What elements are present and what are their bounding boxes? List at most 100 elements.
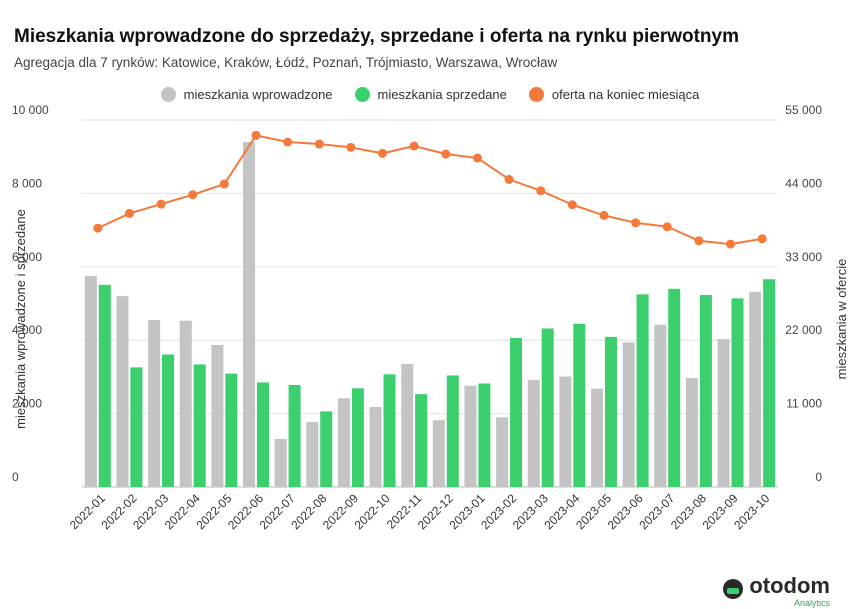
point-offer — [757, 234, 767, 244]
legend-label-introduced: mieszkania wprowadzone — [183, 87, 333, 102]
point-offer — [93, 223, 103, 233]
y-axis-label-left: mieszkania wprowadzone i sprzedane — [13, 209, 28, 429]
bar-sold — [699, 295, 712, 487]
bar-introduced — [749, 291, 762, 487]
bar-sold — [383, 374, 396, 487]
bar-introduced — [211, 344, 224, 487]
bar-sold — [320, 411, 333, 487]
legend-item-introduced: mieszkania wprowadzone — [160, 87, 333, 102]
bar-introduced — [148, 320, 161, 487]
y-tick-label-right: 44 000 — [785, 176, 822, 190]
bar-sold — [573, 323, 586, 487]
legend-marker-introduced — [160, 87, 176, 102]
y-axis-label-right: mieszkania w ofercie — [834, 259, 849, 380]
point-offer — [536, 186, 546, 196]
bar-introduced — [559, 376, 572, 487]
bar-sold — [130, 367, 143, 487]
bar-introduced — [654, 324, 667, 487]
bar-introduced — [432, 420, 445, 487]
y-tick-label-left: 8 000 — [12, 176, 42, 190]
point-offer — [567, 200, 577, 210]
y-tick-label-left: 0 — [12, 470, 19, 484]
brand-sub: Analytics — [793, 598, 830, 608]
bar-introduced — [116, 296, 129, 487]
y-tick-label-left: 2 000 — [12, 397, 42, 411]
y-tick-label-right: 11 000 — [786, 397, 822, 411]
bar-introduced — [685, 378, 698, 487]
point-offer — [599, 210, 609, 220]
bar-introduced — [717, 339, 730, 487]
legend: mieszkania wprowadzone mieszkania sprzed… — [0, 87, 860, 102]
line-offer — [97, 134, 763, 246]
y-tick-label-left: 4 000 — [12, 323, 42, 337]
y-tick-label-right: 33 000 — [785, 250, 822, 264]
point-offer — [504, 174, 514, 184]
bar-sold — [256, 382, 269, 487]
point-offer — [124, 208, 134, 218]
bar-introduced — [622, 342, 635, 487]
bar-sold — [225, 373, 238, 487]
otodom-logo-icon — [723, 579, 744, 599]
point-offer — [346, 142, 356, 152]
y-tick-label-right: 55 000 — [785, 103, 822, 117]
bar-introduced — [591, 388, 604, 487]
bar-sold — [478, 383, 491, 487]
brand-logo: otodom Analytics — [723, 573, 830, 608]
point-offer — [314, 139, 324, 149]
bar-sold — [98, 284, 111, 487]
brand-name: otodom — [749, 573, 830, 598]
chart-subtitle: Agregacja dla 7 rynków: Katowice, Kraków… — [14, 55, 558, 70]
bar-sold — [288, 384, 301, 487]
bar-introduced — [306, 422, 319, 487]
bar-sold — [604, 336, 617, 487]
point-offer — [156, 199, 166, 209]
point-offer — [694, 236, 704, 246]
point-offer — [378, 148, 388, 158]
y-tick-label-left: 6 000 — [12, 250, 42, 264]
point-offer — [441, 149, 451, 159]
point-offer — [472, 153, 482, 163]
chart-title: Mieszkania wprowadzone do sprzedaży, spr… — [14, 26, 739, 47]
bar-introduced — [337, 398, 350, 487]
legend-item-sold: mieszkania sprzedane — [354, 87, 507, 102]
bar-sold — [415, 394, 428, 487]
bar-introduced — [496, 417, 509, 487]
bar-introduced — [369, 406, 382, 487]
point-offer — [219, 179, 229, 189]
legend-label-offer: oferta na koniec miesiąca — [551, 87, 700, 102]
bar-sold — [446, 375, 459, 487]
bar-introduced — [527, 379, 540, 487]
y-tick-label-left: 10 000 — [12, 103, 49, 117]
point-offer — [283, 137, 293, 147]
point-offer — [409, 141, 419, 151]
bar-sold — [162, 354, 175, 487]
bar-sold — [636, 294, 649, 487]
bar-sold — [351, 388, 364, 487]
bar-introduced — [401, 364, 414, 487]
bar-introduced — [179, 320, 192, 487]
point-offer — [188, 190, 198, 200]
bar-sold — [731, 298, 744, 487]
bar-sold — [541, 328, 554, 487]
point-offer — [251, 130, 261, 140]
point-offer — [631, 218, 641, 228]
bar-sold — [668, 288, 681, 487]
bar-sold — [193, 364, 206, 487]
y-tick-label-right: 0 — [815, 470, 822, 484]
bar-introduced — [464, 385, 477, 487]
bar-introduced — [274, 438, 287, 487]
bar-sold — [763, 279, 776, 487]
legend-marker-offer — [528, 87, 544, 102]
point-offer — [726, 239, 736, 249]
y-tick-label-right: 22 000 — [785, 323, 822, 337]
legend-label-sold: mieszkania sprzedane — [377, 87, 507, 102]
x-tick-label: 2022-10 — [352, 491, 393, 532]
legend-item-offer: oferta na koniec miesiąca — [528, 87, 700, 102]
legend-marker-sold — [354, 87, 370, 102]
point-offer — [662, 222, 672, 232]
x-tick-label: 2023-10 — [731, 491, 772, 532]
bar-sold — [510, 337, 523, 487]
bar-introduced — [243, 142, 256, 487]
bar-introduced — [84, 275, 97, 487]
